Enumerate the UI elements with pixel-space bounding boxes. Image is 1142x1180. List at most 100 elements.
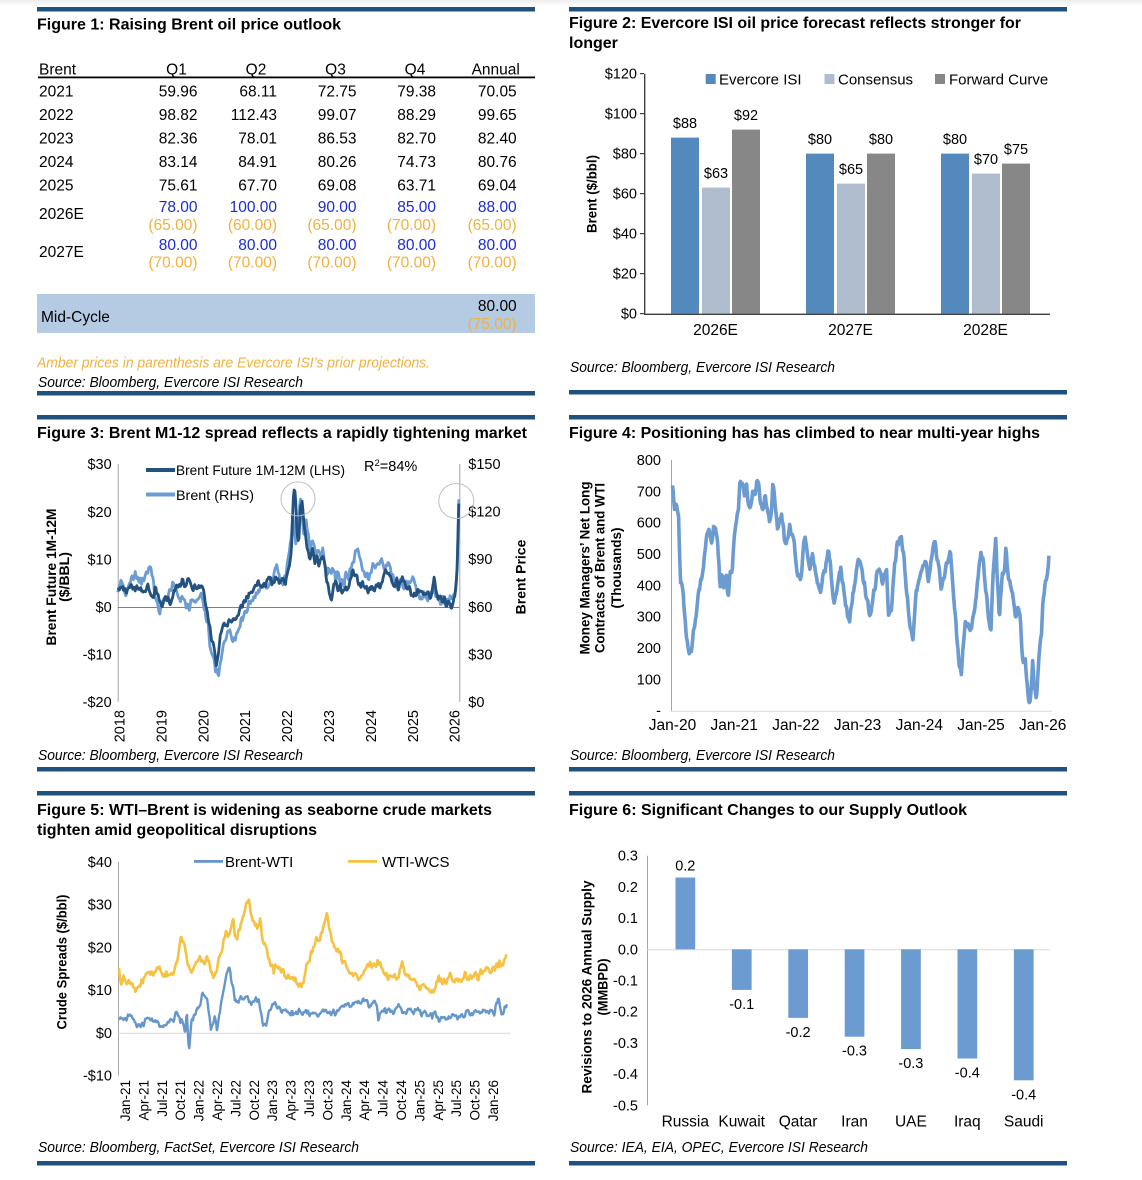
svg-text:Q3: Q3 xyxy=(325,61,346,78)
svg-text:$120: $120 xyxy=(605,67,637,83)
svg-text:Jan-25: Jan-25 xyxy=(957,717,1004,734)
svg-text:Brent-WTI: Brent-WTI xyxy=(225,854,293,871)
svg-text:tighten amid geopolitical disr: tighten amid geopolitical disruptions xyxy=(37,822,317,839)
svg-text:(70.00): (70.00) xyxy=(228,255,277,272)
svg-text:$0: $0 xyxy=(96,600,112,616)
svg-text:$88: $88 xyxy=(673,116,697,132)
svg-text:88.00: 88.00 xyxy=(478,199,517,216)
svg-text:Jan-21: Jan-21 xyxy=(710,717,757,734)
svg-text:2026E: 2026E xyxy=(693,322,738,339)
svg-text:67.70: 67.70 xyxy=(238,178,277,195)
svg-text:Jan-22: Jan-22 xyxy=(772,717,819,734)
svg-text:$60: $60 xyxy=(613,187,637,203)
svg-text:Jan-23: Jan-23 xyxy=(834,717,881,734)
svg-text:$10: $10 xyxy=(88,983,112,999)
svg-text:$63: $63 xyxy=(704,166,728,182)
svg-text:Crude Spreads ($/bbl): Crude Spreads ($/bbl) xyxy=(54,895,70,1030)
svg-text:2023: 2023 xyxy=(39,131,73,148)
svg-text:90.00: 90.00 xyxy=(318,199,357,216)
svg-text:$30: $30 xyxy=(87,457,111,473)
svg-text:Figure 5: WTI–Brent is widenin: Figure 5: WTI–Brent is widening as seabo… xyxy=(37,802,492,819)
svg-text:UAE: UAE xyxy=(895,1114,927,1131)
svg-text:$80: $80 xyxy=(943,132,967,148)
svg-text:2024: 2024 xyxy=(39,154,74,171)
svg-text:100.00: 100.00 xyxy=(230,199,278,216)
svg-text:-$10: -$10 xyxy=(83,1069,112,1085)
svg-text:75.61: 75.61 xyxy=(159,178,198,195)
svg-text:Revisions to 2026 Annual Suppl: Revisions to 2026 Annual Supply xyxy=(579,880,595,1093)
svg-text:400: 400 xyxy=(637,578,661,594)
svg-text:2020: 2020 xyxy=(196,710,212,742)
svg-text:Jul-21: Jul-21 xyxy=(155,1080,170,1117)
svg-text:$40: $40 xyxy=(88,855,112,871)
svg-text:Oct-24: Oct-24 xyxy=(394,1080,409,1121)
svg-text:80.26: 80.26 xyxy=(318,154,357,171)
svg-text:2028E: 2028E xyxy=(963,322,1008,339)
svg-text:Jan-22: Jan-22 xyxy=(192,1080,207,1121)
svg-text:-$20: -$20 xyxy=(83,695,112,711)
svg-text:R2=84%: R2=84% xyxy=(364,458,417,475)
svg-text:Jan-26: Jan-26 xyxy=(486,1080,501,1121)
svg-text:0.3: 0.3 xyxy=(618,849,638,865)
svg-text:Brent Future 1M-12M: Brent Future 1M-12M xyxy=(43,509,59,646)
svg-text:(70.00): (70.00) xyxy=(148,255,197,272)
svg-text:98.82: 98.82 xyxy=(159,107,198,124)
svg-text:-0.4: -0.4 xyxy=(613,1067,638,1083)
svg-text:Apr-22: Apr-22 xyxy=(210,1080,225,1121)
svg-text:300: 300 xyxy=(637,610,661,626)
svg-text:-0.5: -0.5 xyxy=(613,1098,638,1114)
svg-text:Iran: Iran xyxy=(841,1114,868,1131)
svg-text:63.71: 63.71 xyxy=(397,178,436,195)
svg-text:99.65: 99.65 xyxy=(478,107,517,124)
svg-text:Consensus: Consensus xyxy=(838,72,913,89)
svg-text:$92: $92 xyxy=(734,108,758,124)
svg-text:88.29: 88.29 xyxy=(397,107,436,124)
svg-text:(70.00): (70.00) xyxy=(387,217,436,234)
svg-text:Source: Bloomberg, Evercore IS: Source: Bloomberg, Evercore ISI Research xyxy=(570,360,835,376)
svg-text:80.00: 80.00 xyxy=(159,237,198,254)
svg-text:Figure 4: Positioning has has: Figure 4: Positioning has has climbed to… xyxy=(569,425,1040,442)
svg-text:2023: 2023 xyxy=(322,710,338,742)
svg-text:Mid-Cycle: Mid-Cycle xyxy=(41,309,110,326)
svg-text:0.2: 0.2 xyxy=(618,880,638,896)
svg-text:2026E: 2026E xyxy=(39,206,84,223)
svg-text:2019: 2019 xyxy=(154,710,170,742)
svg-text:$60: $60 xyxy=(468,600,492,616)
svg-text:-: - xyxy=(656,704,661,720)
svg-text:Jul-22: Jul-22 xyxy=(228,1080,243,1117)
svg-text:-0.2: -0.2 xyxy=(786,1025,811,1041)
svg-text:70.05: 70.05 xyxy=(478,84,517,101)
svg-text:Source: Bloomberg, Evercore IS: Source: Bloomberg, Evercore ISI Research xyxy=(570,748,835,764)
svg-text:Figure 1: Raising Brent oil pr: Figure 1: Raising Brent oil price outloo… xyxy=(37,17,341,34)
svg-text:80.00: 80.00 xyxy=(238,237,277,254)
svg-text:700: 700 xyxy=(637,484,661,500)
svg-text:Q4: Q4 xyxy=(405,61,426,78)
svg-text:Russia: Russia xyxy=(662,1114,710,1131)
svg-text:2022: 2022 xyxy=(39,107,73,124)
svg-text:$0: $0 xyxy=(96,1026,112,1042)
svg-text:Brent Future 1M-12M (LHS): Brent Future 1M-12M (LHS) xyxy=(176,462,345,478)
svg-text:$120: $120 xyxy=(468,505,500,521)
svg-text:2026: 2026 xyxy=(448,710,464,742)
svg-text:$65: $65 xyxy=(839,162,863,178)
svg-text:Brent (RHS): Brent (RHS) xyxy=(176,487,254,503)
svg-text:-$10: -$10 xyxy=(83,648,112,664)
svg-text:$90: $90 xyxy=(468,552,492,568)
svg-text:Contracts of Brent and WTI: Contracts of Brent and WTI xyxy=(592,483,608,653)
svg-text:Evercore ISI: Evercore ISI xyxy=(719,72,802,89)
svg-text:Source: Bloomberg, FactSet, Ev: Source: Bloomberg, FactSet, Evercore ISI… xyxy=(38,1140,359,1156)
svg-text:Q1: Q1 xyxy=(166,61,187,78)
svg-text:85.00: 85.00 xyxy=(397,199,436,216)
svg-text:-0.3: -0.3 xyxy=(842,1044,867,1060)
svg-text:78.01: 78.01 xyxy=(238,131,277,148)
svg-text:(70.00): (70.00) xyxy=(387,255,436,272)
svg-text:Apr-24: Apr-24 xyxy=(357,1080,372,1121)
svg-text:$30: $30 xyxy=(468,647,492,663)
svg-text:Jan-20: Jan-20 xyxy=(649,717,697,734)
svg-text:-0.1: -0.1 xyxy=(613,974,638,990)
svg-text:$40: $40 xyxy=(613,227,637,243)
svg-text:Jul-25: Jul-25 xyxy=(449,1080,464,1117)
svg-text:Apr-21: Apr-21 xyxy=(136,1080,151,1121)
svg-text:69.08: 69.08 xyxy=(318,178,357,195)
svg-text:$100: $100 xyxy=(605,107,637,123)
